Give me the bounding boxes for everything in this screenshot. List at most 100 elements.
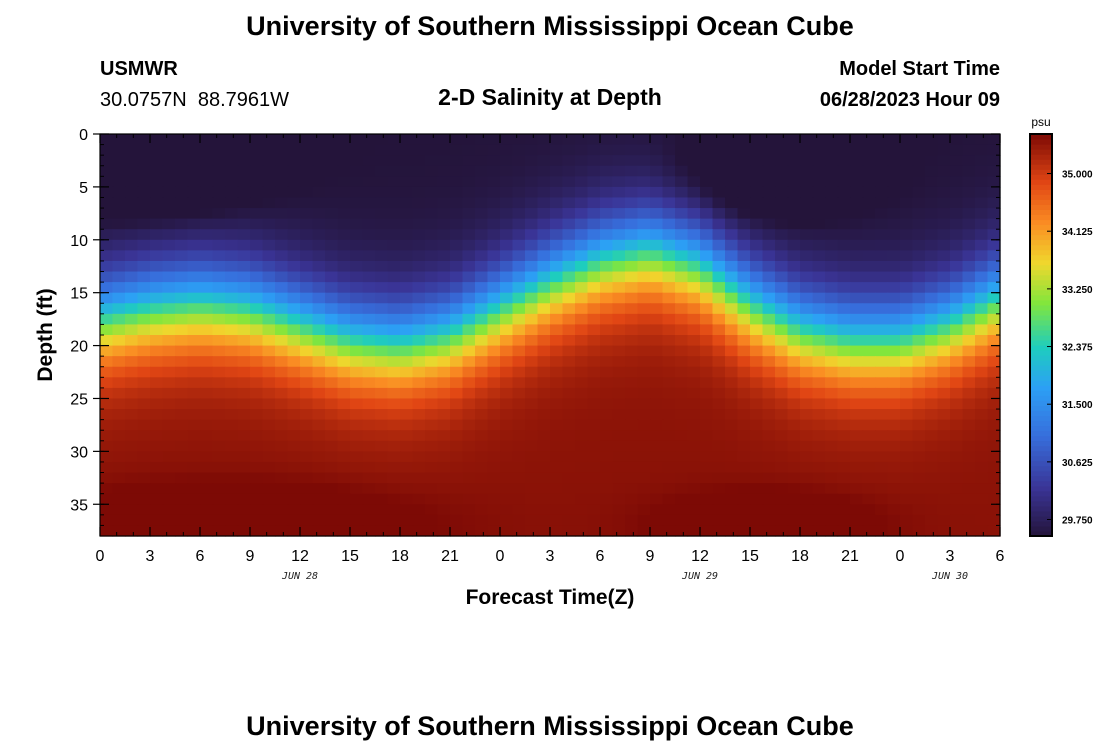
heatmap-cell: [962, 409, 976, 421]
heatmap-cell: [375, 313, 389, 326]
heatmap-cell: [537, 419, 551, 431]
heatmap-cell: [887, 377, 901, 389]
heatmap-cell: [812, 419, 826, 431]
heatmap-cell: [875, 176, 889, 188]
heatmap-cell: [550, 430, 564, 442]
heatmap-cell: [312, 208, 326, 220]
heatmap-cell: [125, 366, 139, 378]
heatmap-cell: [137, 208, 151, 220]
heatmap-cell: [312, 387, 326, 400]
heatmap-cell: [250, 134, 264, 146]
x-tick-label: 3: [546, 548, 555, 565]
y-tick-label: 10: [70, 233, 88, 250]
heatmap-cell: [325, 514, 339, 527]
heatmap-cell: [112, 186, 126, 199]
heatmap-cell: [550, 155, 564, 167]
heatmap-cell: [787, 260, 801, 273]
heatmap-cell: [625, 239, 639, 251]
heatmap-cell: [862, 186, 876, 199]
heatmap-cell: [825, 186, 839, 199]
heatmap-cell: [975, 282, 989, 294]
heatmap-cell: [350, 271, 364, 283]
heatmap-cell: [150, 134, 164, 146]
colorbar-segment: [1030, 259, 1052, 266]
heatmap-cell: [462, 155, 476, 167]
heatmap-cell: [512, 430, 526, 442]
heatmap-cell: [125, 144, 139, 156]
heatmap-cell: [887, 197, 901, 209]
heatmap-cell: [525, 303, 539, 315]
heatmap-cell: [612, 292, 626, 304]
heatmap-cell: [125, 229, 139, 241]
colorbar-segment: [1030, 440, 1052, 447]
heatmap-cell: [400, 186, 414, 199]
heatmap-cell: [412, 409, 426, 421]
heatmap-cell: [775, 345, 789, 357]
heatmap-cell: [275, 208, 289, 220]
heatmap-cell: [762, 504, 776, 516]
heatmap-cell: [775, 250, 789, 262]
heatmap-cell: [837, 461, 851, 474]
heatmap-cell: [562, 208, 576, 220]
heatmap-cell: [700, 134, 714, 146]
heatmap-cell: [725, 313, 739, 326]
heatmap-cell: [600, 218, 614, 230]
heatmap-cell: [387, 271, 401, 283]
heatmap-cell: [662, 271, 676, 283]
heatmap-cell: [962, 260, 976, 273]
heatmap-cell: [375, 260, 389, 273]
heatmap-cell: [237, 218, 251, 230]
heatmap-cell: [675, 239, 689, 251]
heatmap-cell: [950, 292, 964, 304]
heatmap-cell: [912, 260, 926, 273]
heatmap-cell: [800, 250, 814, 262]
heatmap-cell: [662, 208, 676, 220]
heatmap-cell: [975, 155, 989, 167]
heatmap-cell: [287, 366, 301, 378]
heatmap-cell: [637, 335, 651, 347]
heatmap-cell: [262, 155, 276, 167]
heatmap-cell: [887, 292, 901, 304]
heatmap-cell: [512, 229, 526, 241]
heatmap-cell: [950, 186, 964, 199]
heatmap-cell: [575, 377, 589, 389]
heatmap-cell: [812, 303, 826, 315]
heatmap-cell: [825, 356, 839, 368]
heatmap-cell: [987, 324, 1001, 336]
heatmap-cell: [525, 451, 539, 463]
heatmap-cell: [787, 176, 801, 188]
heatmap-cell: [125, 493, 139, 505]
heatmap-cell: [950, 472, 964, 484]
x-tick-label: 18: [391, 548, 409, 565]
heatmap-cell: [337, 461, 351, 474]
heatmap-cell: [350, 186, 364, 199]
heatmap-cell: [250, 324, 264, 336]
heatmap-cell: [737, 440, 751, 452]
heatmap-cell: [150, 387, 164, 400]
heatmap-cell: [150, 356, 164, 368]
heatmap-cell: [475, 419, 489, 431]
heatmap-cell: [600, 440, 614, 452]
heatmap-cell: [550, 461, 564, 474]
heatmap-cell: [225, 461, 239, 474]
heatmap-cell: [300, 282, 314, 294]
heatmap-cell: [225, 239, 239, 251]
heatmap-cell: [362, 271, 376, 283]
heatmap-cell: [575, 525, 589, 537]
heatmap-cell: [462, 345, 476, 357]
heatmap-cell: [937, 461, 951, 474]
heatmap-cell: [800, 313, 814, 326]
heatmap-cell: [437, 335, 451, 347]
heatmap-cell: [400, 472, 414, 484]
heatmap-cell: [662, 186, 676, 199]
heatmap-cell: [387, 356, 401, 368]
heatmap-cell: [937, 366, 951, 378]
heatmap-cell: [325, 313, 339, 326]
heatmap-cell: [750, 356, 764, 368]
heatmap-cell: [862, 461, 876, 474]
heatmap-cell: [900, 197, 914, 209]
heatmap-cell: [900, 419, 914, 431]
heatmap-cell: [662, 504, 676, 516]
heatmap-cell: [600, 387, 614, 400]
heatmap-cell: [562, 387, 576, 400]
